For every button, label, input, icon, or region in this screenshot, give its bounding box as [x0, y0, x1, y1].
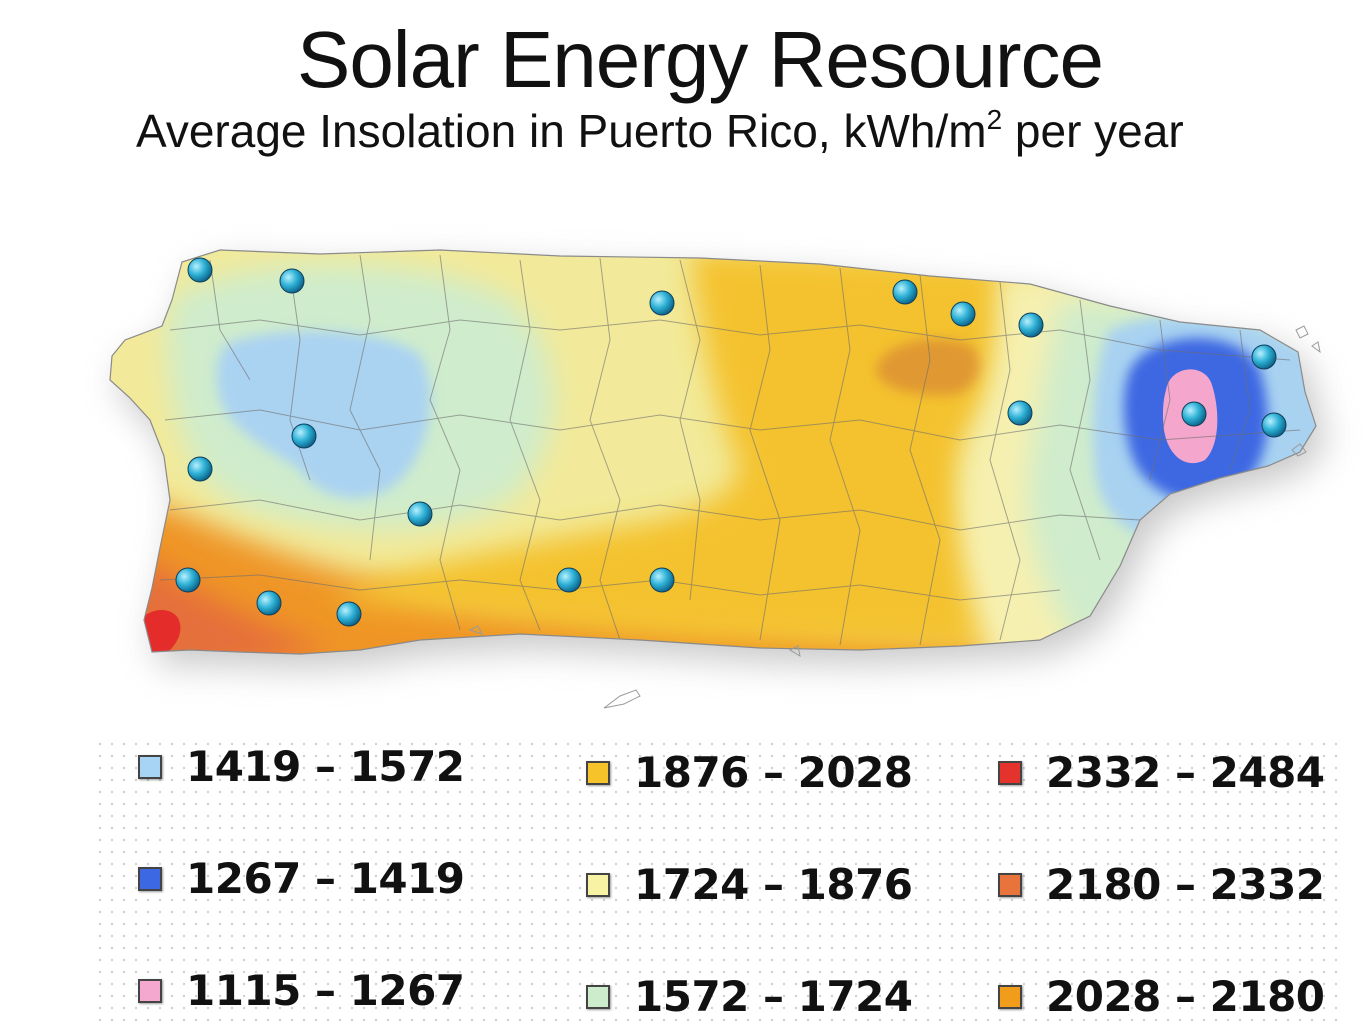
station-dot — [1181, 401, 1207, 427]
subtitle-superscript: 2 — [986, 104, 1003, 135]
legend-item: 2180 – 2332 — [998, 860, 1325, 909]
station-dot — [336, 601, 362, 627]
legend-label: 2028 – 2180 — [1046, 972, 1325, 1021]
municipality-borders — [159, 254, 1301, 646]
station-dot — [175, 567, 201, 593]
legend-swatch — [138, 866, 162, 891]
station-markers — [175, 257, 1287, 627]
legend-swatch — [586, 760, 610, 785]
legend-label: 1724 – 1876 — [634, 860, 913, 909]
legend-label: 1115 – 1267 — [186, 966, 465, 1015]
legend-swatch — [998, 760, 1022, 785]
legend-item: 1572 – 1724 — [586, 972, 913, 1021]
map-subtitle: Average Insolation in Puerto Rico, kWh/m… — [136, 104, 1184, 158]
subtitle-suffix: per year — [1002, 105, 1184, 157]
legend-swatch — [138, 754, 162, 779]
legend-label: 1267 – 1419 — [186, 854, 465, 903]
legend-item: 2332 – 2484 — [998, 748, 1325, 797]
legend-item: 1876 – 2028 — [586, 748, 913, 797]
legend-item: 2028 – 2180 — [998, 972, 1325, 1021]
legend-swatch — [138, 978, 162, 1003]
station-dot — [1261, 412, 1287, 438]
station-dot — [407, 501, 433, 527]
zone-1419-1572-west — [216, 331, 431, 499]
station-dot — [649, 290, 675, 316]
legend-item: 1724 – 1876 — [586, 860, 913, 909]
insolation-map — [109, 249, 1326, 709]
subtitle-text: Average Insolation in Puerto Rico, kWh/m — [136, 105, 987, 157]
offshore-islets — [468, 325, 1321, 709]
island-outline — [109, 249, 1317, 655]
legend-label: 1419 – 1572 — [186, 742, 465, 791]
station-dot — [279, 268, 305, 294]
legend-label: 2332 – 2484 — [1046, 748, 1325, 797]
station-dot — [291, 423, 317, 449]
station-dot — [1007, 400, 1033, 426]
legend-label: 1876 – 2028 — [634, 748, 913, 797]
station-dot — [187, 456, 213, 482]
station-dot — [1018, 312, 1044, 338]
legend-swatch — [998, 984, 1022, 1009]
station-dot — [892, 279, 918, 305]
station-dot — [187, 257, 213, 283]
legend-item: 1115 – 1267 — [138, 966, 465, 1015]
station-dot — [556, 567, 582, 593]
zone-1876-2028 — [330, 250, 1004, 650]
map-title: Solar Energy Resource — [296, 15, 1104, 104]
legend-swatch — [998, 872, 1022, 897]
legend-label: 2180 – 2332 — [1046, 860, 1325, 909]
legend-item: 1267 – 1419 — [138, 854, 465, 903]
legend-label: 1572 – 1724 — [634, 972, 913, 1021]
legend-background — [94, 738, 1344, 1024]
legend-swatch — [586, 872, 610, 897]
insolation-zones — [110, 250, 1316, 654]
station-dot — [649, 567, 675, 593]
legend-swatch — [586, 984, 610, 1009]
legend-item: 1419 – 1572 — [138, 742, 465, 791]
station-dot — [950, 301, 976, 327]
station-dot — [256, 590, 282, 616]
station-dot — [1251, 344, 1277, 370]
